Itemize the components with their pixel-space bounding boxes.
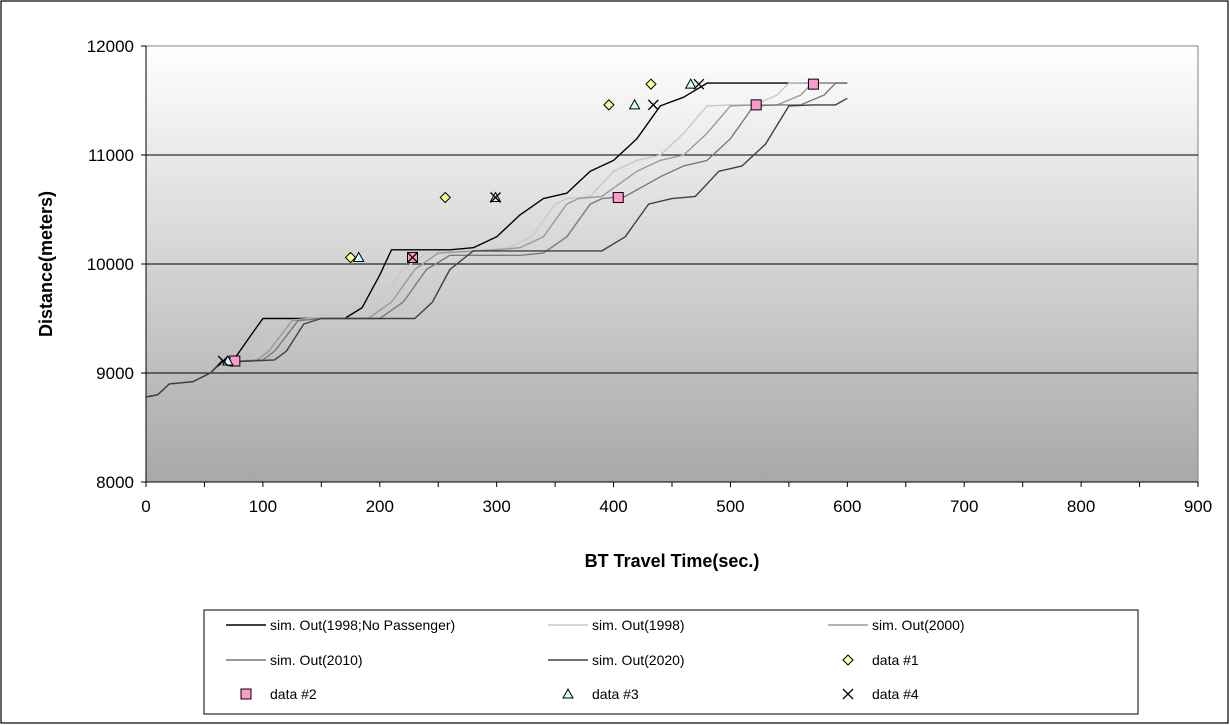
axes: [141, 45, 1199, 487]
legend-label-data-1: data #1: [872, 652, 919, 668]
x-tick-label-400: 400: [599, 497, 627, 516]
series-line-sim-out-2020: [146, 97, 848, 398]
y-tick-label-12000: 12000: [87, 37, 134, 56]
data-point-data-3: [352, 251, 365, 262]
legend-swatch-data-3: [562, 687, 574, 699]
series-markers: [217, 78, 819, 367]
data-point-data-4: [407, 252, 418, 263]
series-lines: [146, 82, 848, 398]
data-point-data-4: [217, 355, 229, 367]
x-tick-label-900: 900: [1184, 497, 1212, 516]
y-tick-label-10000: 10000: [87, 255, 134, 274]
legend-label-data-2: data #2: [270, 686, 317, 702]
y-tick-label-8000: 8000: [96, 473, 134, 492]
gridlines: [146, 154, 1198, 374]
data-point-data-4: [490, 192, 501, 203]
x-tick-label-700: 700: [950, 497, 978, 516]
legend-label-sim-out-2020: sim. Out(2020): [592, 652, 685, 668]
tick-labels: 0 100 200 300 400 500 600 700 800 900 8000 9000 1000…: [87, 37, 1212, 516]
y-tick-label-11000: 11000: [88, 146, 134, 165]
legend-label-sim-out-1998-no-passenger: sim. Out(1998;No Passenger): [270, 617, 455, 633]
y-axis-title: Distance(meters): [36, 191, 56, 337]
legend-label-data-4: data #4: [872, 686, 919, 702]
x-tick-label-500: 500: [716, 497, 744, 516]
x-axis-title: BT Travel Time(sec.): [585, 551, 760, 571]
legend-label-data-3: data #3: [592, 686, 639, 702]
x-tick-label-300: 300: [482, 497, 510, 516]
data-point-data-2: [750, 99, 762, 111]
legend-box: [203, 609, 1139, 715]
data-point-data-3: [628, 98, 641, 110]
legend-swatch-data-1: [842, 654, 854, 666]
legend-swatch-data-4: [842, 688, 854, 700]
x-tick-label-0: 0: [141, 497, 150, 516]
x-tick-label-100: 100: [249, 497, 277, 516]
data-point-data-2: [612, 192, 624, 204]
x-tick-label-200: 200: [366, 497, 394, 516]
data-point-data-4: [647, 99, 659, 111]
legend: sim. Out(1998;No Passenger) sim. Out(1998…: [226, 617, 965, 702]
x-tick-label-800: 800: [1067, 497, 1095, 516]
y-tick-label-9000: 9000: [96, 364, 134, 383]
legend-swatch-data-2: [240, 688, 252, 700]
x-tick-label-600: 600: [833, 497, 861, 516]
data-point-data-1: [603, 99, 615, 111]
legend-label-sim-out-2010: sim. Out(2010): [270, 652, 363, 668]
data-point-data-2: [807, 78, 819, 90]
legend-label-sim-out-2000: sim. Out(2000): [872, 617, 965, 633]
data-point-data-1: [344, 251, 357, 264]
data-point-data-1: [439, 191, 451, 204]
data-point-data-4: [693, 78, 705, 90]
data-point-data-1: [645, 78, 657, 90]
data-point-data-3: [684, 78, 697, 89]
legend-label-sim-out-1998: sim. Out(1998): [592, 617, 685, 633]
